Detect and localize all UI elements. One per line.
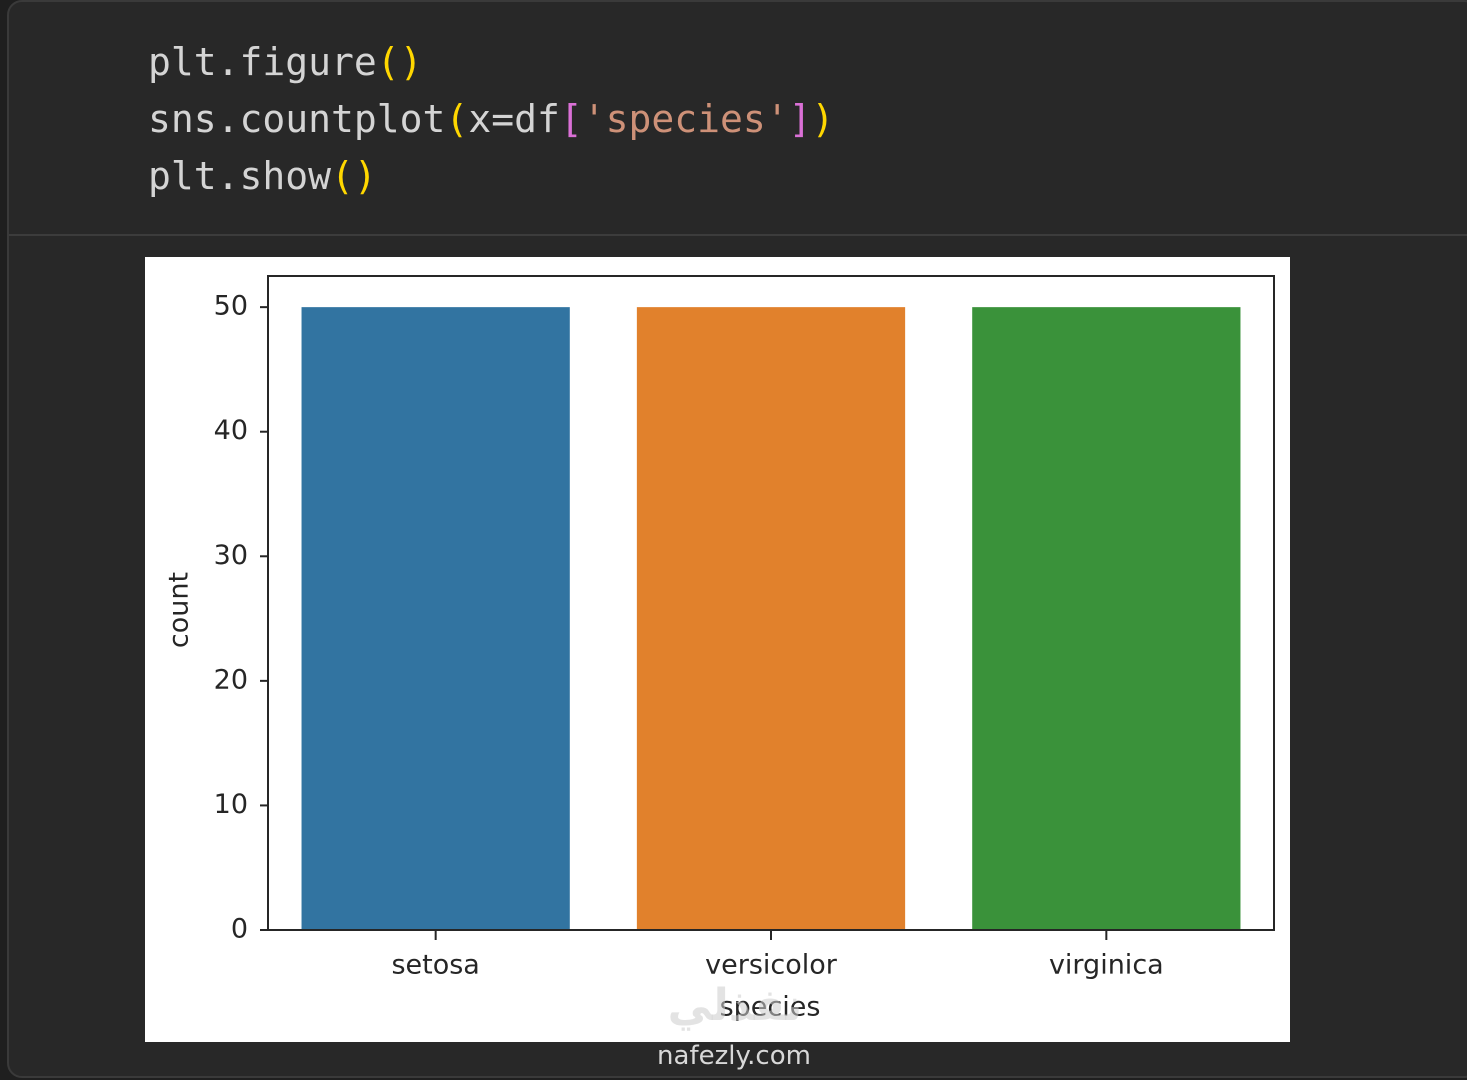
code-token: [	[560, 97, 583, 141]
axes-frame	[267, 275, 1275, 931]
bar	[636, 307, 906, 931]
code-token: (	[331, 154, 354, 198]
y-tick-label: 50	[214, 291, 248, 322]
bar	[301, 307, 570, 931]
y-tick-label: 30	[214, 540, 248, 571]
y-tick-label: 10	[214, 789, 248, 820]
watermark-logo: نفذلي	[668, 980, 803, 1031]
code-token: (	[377, 40, 400, 84]
code-token: 'species'	[583, 97, 789, 141]
code-token: )	[812, 97, 835, 141]
code-token: )	[400, 40, 423, 84]
y-tick-label: 20	[214, 664, 248, 695]
code-token: sns.countplot	[148, 97, 445, 141]
code-token: )	[354, 154, 377, 198]
code-token: plt.show	[148, 154, 331, 198]
watermark-url: nafezly.com	[657, 1041, 811, 1071]
code-token: ]	[789, 97, 812, 141]
code-token: (	[445, 97, 468, 141]
bar	[972, 307, 1241, 931]
y-axis-label: count	[164, 572, 195, 648]
x-tick-label: virginica	[1049, 950, 1164, 981]
x-axis-label: species	[720, 992, 821, 1023]
code-token: x=df	[468, 97, 560, 141]
chart: 0 10 20 30 40 50 setosa versicolor virginica	[214, 291, 1241, 981]
x-tick-label: setosa	[391, 950, 479, 981]
code-line: sns.countplot(x=df['species'])	[148, 97, 834, 141]
y-tick-label: 40	[214, 415, 248, 446]
code-line: plt.figure()	[148, 40, 423, 84]
code-line: plt.show()	[148, 154, 377, 198]
y-tick-label: 0	[231, 914, 248, 945]
x-tick-label: versicolor	[705, 950, 838, 981]
code-token: plt.figure	[148, 40, 377, 84]
